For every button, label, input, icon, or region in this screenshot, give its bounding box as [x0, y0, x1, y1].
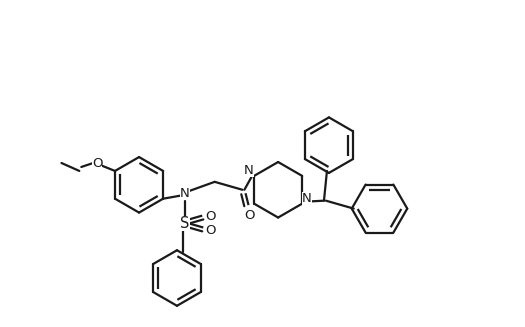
Text: N: N: [244, 164, 254, 178]
Text: N: N: [302, 192, 312, 205]
Text: S: S: [180, 216, 190, 231]
Text: O: O: [205, 224, 216, 237]
Text: N: N: [180, 187, 190, 200]
Text: O: O: [205, 210, 216, 223]
Text: O: O: [244, 209, 255, 222]
Text: O: O: [92, 157, 102, 169]
